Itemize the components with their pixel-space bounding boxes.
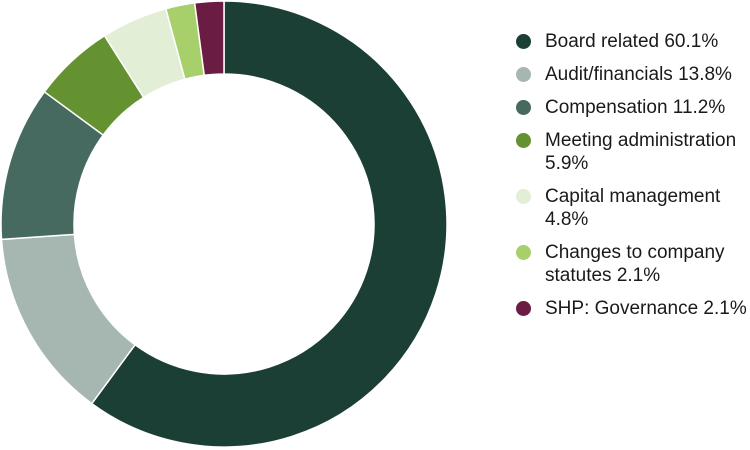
legend-label: Board related 60.1% (545, 31, 719, 52)
legend-item-meeting-administration: Meeting administration 5.9% (516, 129, 748, 175)
legend-item-changes-to-company-statutes: Changes to company statutes 2.1% (516, 241, 748, 287)
legend-swatch (516, 133, 531, 148)
legend-swatch (516, 301, 531, 316)
legend-label: SHP: Governance 2.1% (545, 298, 747, 319)
legend-swatch (516, 34, 531, 49)
legend-label: Capital management 4.8% (545, 186, 721, 230)
donut-svg (0, 0, 448, 448)
legend-item-audit-financials: Audit/financials 13.8% (516, 63, 748, 86)
slice-shp-governance (193, 0, 225, 77)
legend-label: Meeting administration 5.9% (545, 130, 737, 174)
legend-label: Audit/financials 13.8% (545, 64, 732, 85)
legend-swatch (516, 189, 531, 204)
legend-item-compensation: Compensation 11.2% (516, 96, 748, 119)
legend-label: Compensation 11.2% (545, 97, 726, 118)
legend-item-board-related: Board related 60.1% (516, 30, 748, 53)
chart-legend: Board related 60.1% Audit/financials 13.… (516, 30, 748, 330)
legend-item-capital-management: Capital management 4.8% (516, 185, 748, 231)
legend-swatch (516, 245, 531, 260)
legend-swatch (516, 67, 531, 82)
legend-label: Changes to company statutes 2.1% (545, 242, 725, 286)
legend-item-shp-governance: SHP: Governance 2.1% (516, 297, 748, 320)
slice-board-related (90, 0, 448, 448)
legend-swatch (516, 100, 531, 115)
